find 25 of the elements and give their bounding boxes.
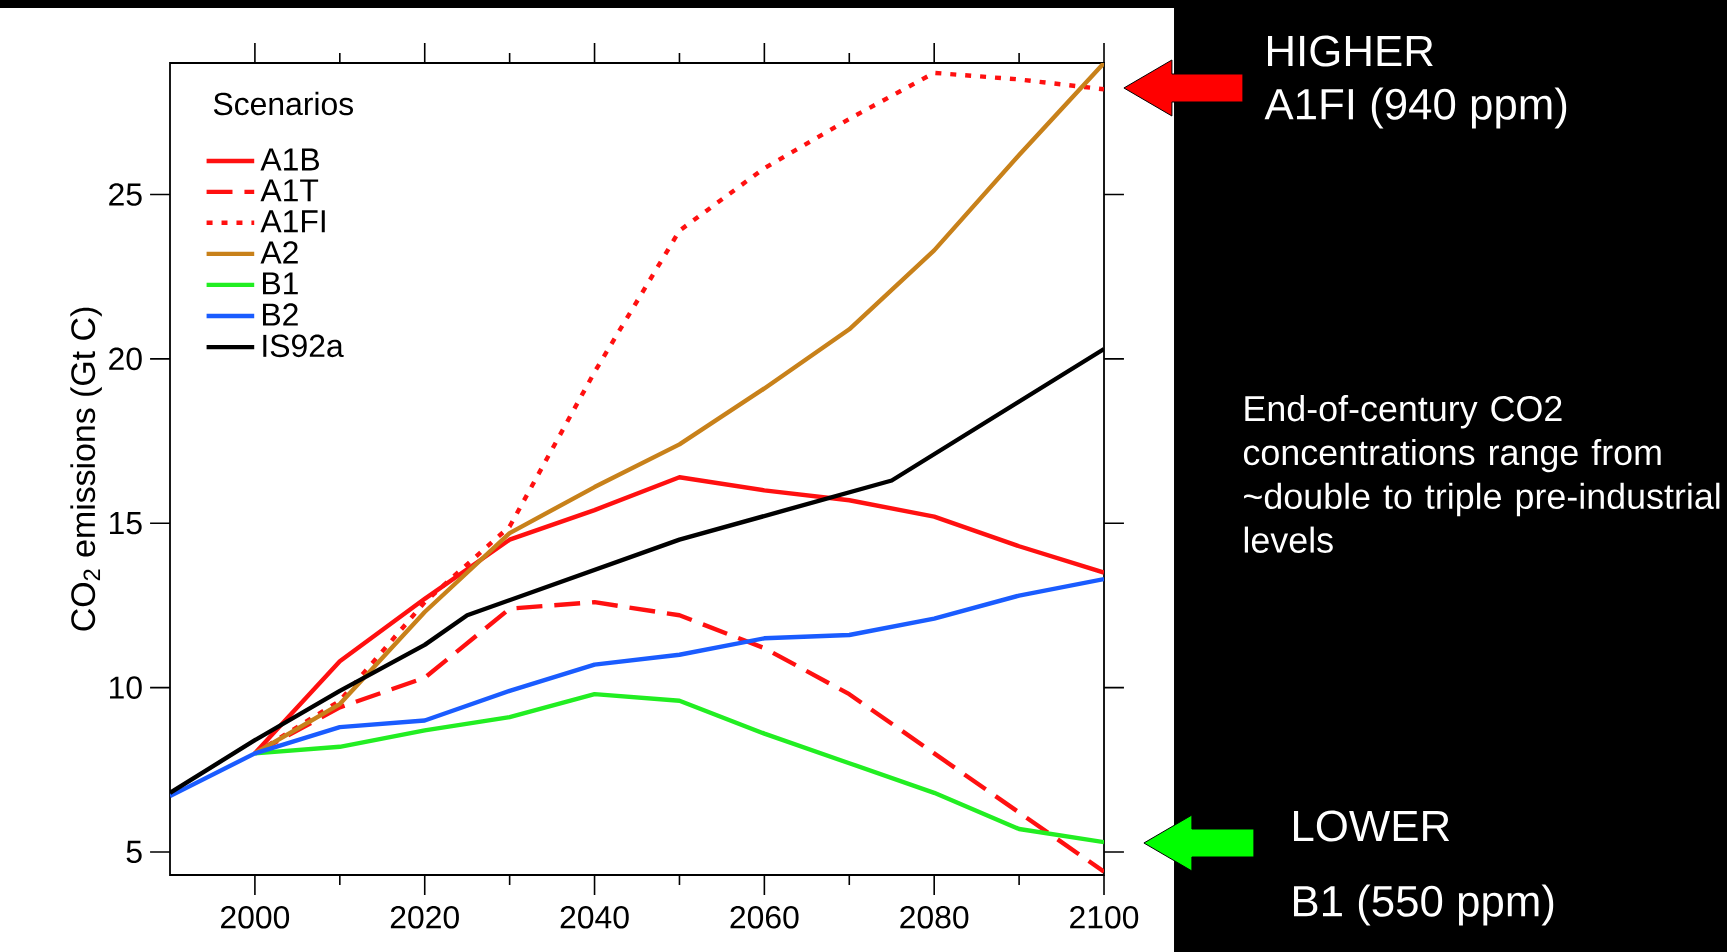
text: B1 (550 ppm) xyxy=(1294,884,1554,926)
y-tick-label: 15 xyxy=(110,512,142,535)
text: A1FI (940 ppm) xyxy=(1264,87,1567,129)
x-tick-label: 2100 xyxy=(1070,905,1139,929)
legend-label: B2 xyxy=(263,303,298,326)
x-tick-label: 2020 xyxy=(390,905,459,929)
x-tick-label: 2060 xyxy=(730,905,799,929)
y-tick-label: 25 xyxy=(109,183,142,206)
y-tick-label: 5 xyxy=(126,840,142,864)
legend-label: A1B xyxy=(260,148,319,171)
legend-label: IS92a xyxy=(263,334,344,358)
text: HIGHER xyxy=(1268,35,1433,67)
legend-label: A2 xyxy=(260,241,298,264)
x-tick-label: 2040 xyxy=(560,905,629,929)
y-tick-label: 20 xyxy=(109,347,142,371)
y-tick-label: 10 xyxy=(110,676,142,699)
y-axis-title: CO$_{2}$ emissions (Gt C) xyxy=(70,307,102,631)
text: LOWER xyxy=(1294,810,1450,842)
text: End-of-century CO2 concentrations range from ~double to triple pre-industrial levels xyxy=(1243,395,1720,553)
legend-label: B1 xyxy=(263,272,298,295)
x-tick-label: 2000 xyxy=(221,905,290,929)
x-tick-label: 2080 xyxy=(900,905,969,929)
legend-title: Scenarios xyxy=(213,91,354,116)
legend-label: A1FI xyxy=(260,210,325,233)
legend-label: A1T xyxy=(260,179,319,202)
